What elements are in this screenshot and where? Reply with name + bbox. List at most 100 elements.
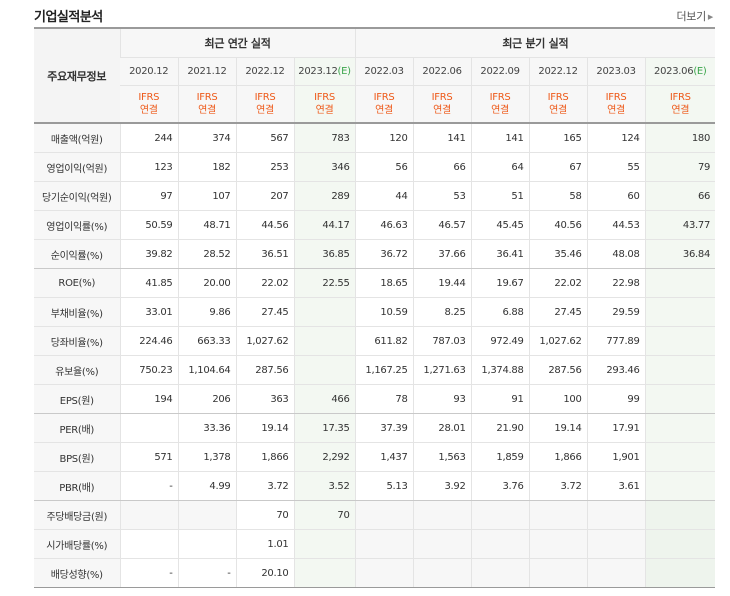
table-cell: 194 [119,384,178,414]
accounting-standard-header: IFRS 연결 [412,85,472,124]
standard-label: IFRS [314,92,335,103]
table-cell: 58 [528,181,588,211]
table-cell: 207 [235,181,294,211]
table-cell: 44.53 [586,210,646,240]
row-label: 부채비율(%) [34,297,120,327]
table-cell [470,500,530,530]
table-cell [586,500,646,530]
table-cell: 46.57 [412,210,472,240]
table-row: 주당배당금(원) 70 70 [34,500,716,530]
basis-label: 연결 [315,105,334,116]
table-cell: 10.59 [354,297,414,327]
table-row: ROE(%) 41.85 20.00 22.02 22.55 18.65 19.44 19.6… [34,268,716,298]
table-cell: 1,104.64 [177,355,236,385]
table-cell: 33.01 [119,297,178,327]
table-row: 당기순이익(억원) 97 107 207 289 44 53 51 58 60 66 [34,181,716,211]
table-cell [293,529,356,559]
table-cell: 66 [644,181,716,211]
table-cell: 50.59 [119,210,178,240]
table-cell: 287.56 [528,355,588,385]
table-row: 순이익률(%) 39.82 28.52 36.51 36.85 36.72 37.66 36.… [34,239,716,269]
row-label: PBR(배) [34,471,120,501]
period-label: 2022.03 [364,66,404,77]
table-cell: 6.88 [470,297,530,327]
table-cell: 783 [293,123,356,153]
row-label: ROE(%) [34,268,120,298]
table-cell: 346 [293,152,356,182]
period-label: 2023.12 [298,66,338,77]
standard-label: IFRS [196,92,218,103]
table-cell [586,529,646,559]
table-cell: 9.86 [177,297,236,327]
row-label: 당좌비율(%) [34,326,120,356]
table-cell: 45.45 [470,210,530,240]
period-label: 2020.12 [129,66,169,77]
table-cell: 124 [586,123,646,153]
table-cell [470,558,530,588]
table-cell: 48.71 [177,210,236,240]
table-cell: 289 [293,181,356,211]
table-cell: 1,271.63 [412,355,472,385]
table-cell [644,500,716,530]
row-label: EPS(원) [34,384,120,414]
table-cell: 93 [412,384,472,414]
table-cell: 53 [412,181,472,211]
table-body: 매출액(억원) 244 374 567 783 120 141 141 165 124 180 영업이… [34,123,716,588]
corner-header: 주요재무정보 [34,28,120,124]
table-cell: 466 [293,384,356,414]
table-cell: 1,167.25 [354,355,414,385]
table-cell: 165 [528,123,588,153]
table-cell: 39.82 [119,239,178,269]
table-cell: 27.45 [235,297,294,327]
table-cell: 8.25 [412,297,472,327]
table-cell: 1,866 [235,442,294,472]
table-cell: 123 [119,152,178,182]
table-cell: 44.17 [293,210,356,240]
table-cell: 21.90 [470,413,530,443]
row-label: 주당배당금(원) [34,500,120,530]
table-row: 당좌비율(%) 224.46 663.33 1,027.62 611.82 787.03 9… [34,326,716,356]
financial-summary-table: 주요재무정보 최근 연간 실적 최근 분기 실적 2020.12 2021.12 2… [34,27,716,588]
table-cell [293,558,356,588]
table-cell: 3.52 [293,471,356,501]
table-cell: 750.23 [119,355,178,385]
row-label: 유보율(%) [34,355,120,385]
table-cell: 36.51 [235,239,294,269]
table-row: 배당성향(%) - -20.10 [34,558,716,588]
table-cell [412,558,472,588]
period-header: 2022.06 [412,57,472,86]
table-cell [644,529,716,559]
table-cell: 1,901 [586,442,646,472]
table-cell: 28.01 [412,413,472,443]
table-cell: 120 [354,123,414,153]
table-cell: 44.56 [235,210,294,240]
table-cell: 60 [586,181,646,211]
table-cell [644,326,716,356]
quarterly-group-header: 최근 분기 실적 [354,28,716,58]
table-cell: 91 [470,384,530,414]
row-label: 영업이익(억원) [34,152,120,182]
table-cell [177,500,236,530]
table-cell [470,529,530,559]
basis-label: 연결 [549,105,567,116]
row-label: 당기순이익(억원) [34,181,120,211]
chevron-right-icon: ▶ [707,13,713,21]
table-cell [119,500,178,530]
table-cell [528,500,588,530]
table-cell [528,558,588,588]
standard-label: IFRS [373,92,395,103]
row-label: 시가배당률(%) [34,529,120,559]
more-link[interactable]: 더보기 ▶ [676,8,713,24]
table-cell: 663.33 [177,326,236,356]
table-cell: 1.01 [235,529,294,559]
table-cell: - [177,558,236,588]
table-row: BPS(원) 571 1,378 1,866 2,292 1,437 1,563 1,859 1… [34,442,716,472]
table-cell: 43.77 [644,210,716,240]
table-cell: 3.92 [412,471,472,501]
table-cell: 1,437 [354,442,414,472]
table-cell: 17.91 [586,413,646,443]
section-header: 기업실적분석 더보기 ▶ [34,6,716,25]
more-link-label: 더보기 [676,10,706,23]
table-cell [119,529,178,559]
table-cell: 141 [412,123,472,153]
